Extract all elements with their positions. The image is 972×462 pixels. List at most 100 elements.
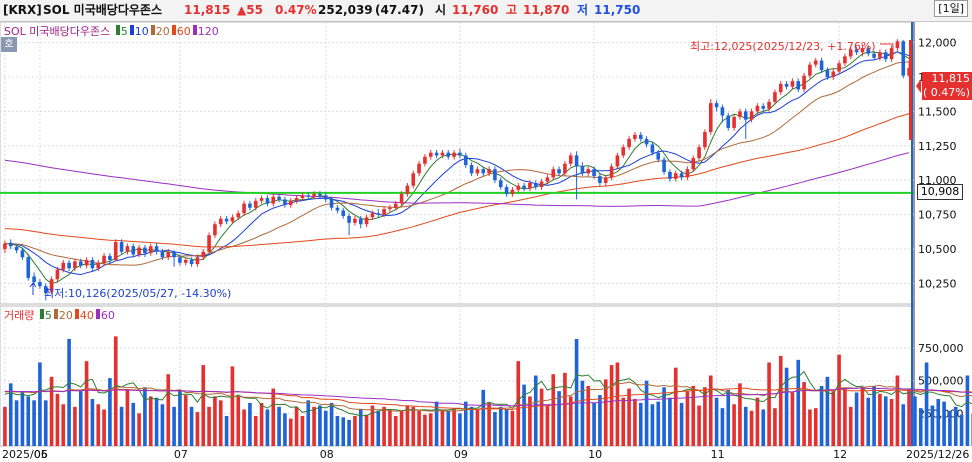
- legend-swatch: [129, 25, 134, 35]
- volume-bar: [586, 385, 591, 446]
- volume-bar: [609, 365, 614, 446]
- candle-body: [732, 116, 736, 128]
- volume-ratio: (47.47): [375, 3, 424, 17]
- candle-body: [108, 255, 112, 260]
- volume-bar: [673, 367, 678, 446]
- volume-bar: [551, 374, 556, 446]
- volume-bar: [662, 387, 666, 446]
- candle-body: [883, 52, 888, 60]
- price-ma-60-line: [4, 113, 910, 248]
- candle-body: [323, 195, 328, 200]
- candle-body: [183, 259, 188, 263]
- volume-bar: [183, 395, 188, 446]
- volume-bar: [90, 399, 95, 446]
- volume-bar: [475, 409, 480, 446]
- volume-bar: [638, 402, 643, 446]
- candle-body: [703, 132, 707, 148]
- volume-bar: [743, 406, 748, 446]
- volume-bar: [749, 410, 754, 446]
- legend-ma-60: 60: [100, 309, 115, 322]
- volume-bar: [738, 383, 742, 446]
- candle-body: [901, 41, 906, 76]
- volume-bar: [376, 410, 381, 446]
- volume-bar: [49, 376, 54, 446]
- scroll-marker: [909, 40, 912, 140]
- volume-tick-label: 500,000: [918, 375, 964, 388]
- candle-body: [539, 181, 544, 188]
- candle-body: [84, 259, 89, 266]
- candle-body: [428, 152, 433, 157]
- candle-body: [265, 198, 270, 204]
- candle-body: [615, 155, 620, 167]
- volume-bar: [259, 402, 264, 446]
- candle-body: [708, 103, 713, 133]
- legend-ma-10: 10: [134, 25, 149, 38]
- volume-bar: [189, 406, 194, 446]
- candle-body: [26, 257, 31, 278]
- candle-body: [154, 246, 159, 252]
- volume-bar: [393, 415, 398, 446]
- volume-bar: [96, 404, 101, 446]
- legend-ma-5: 5: [120, 25, 128, 38]
- candle-body: [306, 195, 311, 197]
- volume-bar: [388, 409, 392, 446]
- open-label: 시: [435, 3, 447, 17]
- candle-body: [78, 261, 83, 266]
- candle-body: [271, 196, 276, 204]
- volume-bar: [685, 391, 690, 446]
- candle-body: [20, 250, 25, 258]
- price-change: ▲55: [237, 3, 263, 17]
- candle-body: [405, 185, 410, 194]
- candle-body: [743, 111, 748, 120]
- candle-body: [790, 81, 795, 87]
- volume-bar: [819, 385, 824, 446]
- volume-bar: [528, 396, 532, 446]
- candle-body: [143, 247, 147, 254]
- candle-body: [341, 210, 346, 216]
- order-button[interactable]: 호: [1, 37, 17, 52]
- candle-body: [609, 166, 614, 178]
- volume-bar: [592, 402, 596, 446]
- volume-bar: [878, 393, 882, 446]
- volume-bar: [907, 388, 911, 446]
- candle-body: [178, 257, 182, 263]
- volume-bar: [773, 408, 777, 446]
- volume-bar: [563, 372, 567, 446]
- volume-tick-label: 750,000: [918, 342, 964, 355]
- market-code: [KRX]: [3, 3, 42, 17]
- low-price: 11,750: [594, 3, 641, 17]
- volume-bar: [679, 402, 684, 446]
- volume-bar: [131, 402, 136, 446]
- volume-legend-name: 거래량: [4, 309, 35, 322]
- volume-bar: [300, 415, 305, 446]
- legend-swatch: [115, 25, 120, 35]
- volume-bar: [545, 405, 550, 446]
- volume-bar: [767, 362, 771, 446]
- candle-body: [166, 251, 171, 258]
- candle-body: [895, 41, 900, 49]
- price-ma-legend: 5 10 20 60 120: [115, 25, 221, 38]
- period-selector[interactable]: [1일]: [934, 0, 968, 17]
- candle-body: [656, 152, 661, 160]
- volume-bar: [813, 408, 818, 446]
- candle-body: [259, 198, 264, 201]
- volume-bar: [522, 384, 526, 446]
- volume-bar: [358, 409, 363, 446]
- candle-body: [551, 169, 556, 178]
- candle-body: [318, 193, 322, 196]
- candle-body: [854, 49, 859, 53]
- legend-ma-40: 40: [79, 309, 94, 322]
- candle-body: [516, 185, 521, 190]
- date-tick-label: 12: [833, 448, 847, 461]
- high-label: 고: [506, 3, 518, 17]
- candle-body: [388, 207, 392, 210]
- candle-body: [557, 169, 561, 174]
- candle-body: [382, 209, 386, 215]
- legend-swatch: [53, 309, 58, 319]
- open-price: 11,760: [452, 3, 499, 17]
- volume-bar: [953, 406, 958, 446]
- candle-body: [738, 111, 742, 117]
- candle-body: [434, 152, 439, 156]
- volume-bar: [405, 405, 410, 446]
- stock-name[interactable]: SOL 미국배당다우존스: [43, 3, 162, 17]
